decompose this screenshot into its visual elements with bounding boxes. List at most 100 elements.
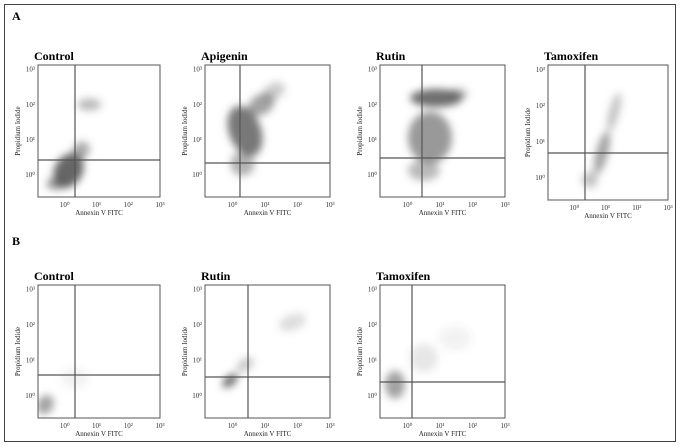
x-tick-label: 10³ bbox=[663, 204, 672, 212]
plot-box bbox=[204, 284, 331, 419]
cell-density bbox=[447, 88, 468, 101]
plot-title: Control bbox=[34, 269, 74, 283]
plot-title: Tamoxifen bbox=[376, 269, 431, 283]
x-tick-label: 10² bbox=[293, 422, 302, 430]
x-axis-label: Annexin V FITC bbox=[75, 209, 123, 217]
dot-plot: Tamoxifen 10⁰ 10¹ 10² 10³ 10⁰ 10¹ 10² 10³ Annexin… bbox=[356, 269, 510, 438]
y-tick-label: 10² bbox=[368, 101, 377, 109]
plot-title: Rutin bbox=[376, 49, 406, 63]
plot-box bbox=[204, 64, 331, 198]
x-tick-label: 10¹ bbox=[601, 204, 610, 212]
panel-label: A bbox=[12, 9, 21, 23]
y-tick-label: 10² bbox=[193, 321, 202, 329]
x-tick-label: 10¹ bbox=[92, 422, 101, 430]
cell-density bbox=[385, 370, 405, 399]
x-tick-label: 10⁰ bbox=[228, 422, 238, 430]
plot-box bbox=[547, 64, 669, 201]
y-axis-label: Propidium Iodide bbox=[181, 327, 189, 376]
cell-density bbox=[439, 326, 471, 351]
y-tick-label: 10³ bbox=[26, 66, 35, 74]
plot-title: Tamoxifen bbox=[544, 49, 599, 63]
cell-density bbox=[46, 177, 67, 190]
x-tick-label: 10⁰ bbox=[60, 201, 70, 209]
cell-density bbox=[606, 92, 622, 132]
dot-plot: Control 10⁰ 10¹ 10² 10³ 10⁰ 10¹ 10² 10³ Annexin V… bbox=[14, 269, 165, 438]
cell-density bbox=[230, 152, 255, 176]
x-tick-label: 10¹ bbox=[435, 201, 444, 209]
plot-title: Control bbox=[34, 49, 74, 63]
y-tick-label: 10¹ bbox=[26, 136, 35, 144]
plot-title: Apigenin bbox=[201, 49, 248, 63]
y-tick-label: 10¹ bbox=[26, 357, 35, 365]
cell-density bbox=[279, 313, 306, 332]
x-tick-label: 10¹ bbox=[92, 201, 101, 209]
y-tick-label: 10³ bbox=[193, 286, 202, 294]
x-axis-label: Annexin V FITC bbox=[75, 430, 123, 438]
cell-density bbox=[77, 98, 102, 111]
y-tick-label: 10¹ bbox=[193, 357, 202, 365]
plot-box bbox=[37, 284, 161, 419]
dot-plot: Apigenin 10⁰ 10¹ 10² 10³ 10⁰ 10¹ 10² 10³ Annexin … bbox=[181, 49, 335, 217]
y-axis-label: Propidium Iodide bbox=[356, 106, 364, 155]
y-axis-label: Propidium Iodide bbox=[356, 327, 364, 376]
dot-plot: Tamoxifen 10⁰ 10¹ 10² 10³ 10⁰ 10¹ 10² 10³ Annexin… bbox=[524, 49, 673, 220]
cell-density bbox=[409, 344, 438, 373]
dot-plot: Rutin 10⁰ 10¹ 10² 10³ 10⁰ 10¹ 10² 10³ Annexin V F… bbox=[181, 269, 335, 438]
y-tick-label: 10⁰ bbox=[367, 392, 377, 400]
x-tick-label: 10³ bbox=[155, 422, 164, 430]
cell-density bbox=[408, 111, 452, 164]
density-cloud bbox=[222, 313, 306, 388]
plot-box bbox=[379, 284, 506, 419]
y-tick-label: 10⁰ bbox=[367, 171, 377, 179]
cell-density bbox=[262, 82, 285, 101]
y-tick-label: 10³ bbox=[536, 66, 545, 74]
x-tick-label: 10⁰ bbox=[228, 201, 238, 209]
density-cloud bbox=[46, 98, 102, 190]
panel-label: B bbox=[12, 234, 20, 248]
x-tick-label: 10² bbox=[632, 204, 641, 212]
y-axis-label: Propidium Iodide bbox=[14, 106, 22, 155]
cell-density bbox=[38, 395, 54, 415]
x-tick-label: 10¹ bbox=[260, 201, 269, 209]
y-tick-label: 10¹ bbox=[193, 136, 202, 144]
x-axis-label: Annexin V FITC bbox=[244, 430, 292, 438]
y-tick-label: 10³ bbox=[368, 286, 377, 294]
x-tick-label: 10² bbox=[124, 422, 133, 430]
y-axis-label: Propidium Iodide bbox=[181, 106, 189, 155]
y-tick-label: 10² bbox=[368, 321, 377, 329]
dot-plot: Control 10⁰ 10¹ 10² 10³ 10⁰ 10¹ 10² 10³ Annexin V… bbox=[14, 49, 165, 217]
y-tick-label: 10⁰ bbox=[535, 174, 545, 182]
y-tick-label: 10² bbox=[536, 102, 545, 110]
cell-density bbox=[236, 356, 254, 373]
x-tick-label: 10³ bbox=[325, 422, 334, 430]
plot-title: Rutin bbox=[201, 269, 231, 283]
x-axis-label: Annexin V FITC bbox=[584, 212, 632, 220]
y-tick-label: 10⁰ bbox=[192, 171, 202, 179]
y-tick-label: 10¹ bbox=[536, 138, 545, 146]
y-tick-label: 10⁰ bbox=[192, 392, 202, 400]
y-tick-label: 10² bbox=[26, 321, 35, 329]
y-axis-label: Propidium Iodide bbox=[524, 108, 532, 157]
x-tick-label: 10² bbox=[468, 201, 477, 209]
y-tick-label: 10² bbox=[193, 101, 202, 109]
plot-box bbox=[37, 64, 161, 198]
density-cloud bbox=[407, 88, 468, 181]
y-tick-label: 10¹ bbox=[368, 136, 377, 144]
density-cloud bbox=[385, 326, 471, 399]
x-tick-label: 10⁰ bbox=[403, 422, 413, 430]
y-tick-label: 10⁰ bbox=[25, 392, 35, 400]
x-axis-label: Annexin V FITC bbox=[244, 209, 292, 217]
x-tick-label: 10² bbox=[124, 201, 133, 209]
frame bbox=[4, 4, 676, 442]
cell-density bbox=[227, 105, 263, 157]
dot-plot: Rutin 10⁰ 10¹ 10² 10³ 10⁰ 10¹ 10² 10³ Annexin V F… bbox=[356, 49, 510, 217]
y-tick-label: 10² bbox=[26, 101, 35, 109]
density-cloud bbox=[227, 82, 285, 176]
y-tick-label: 10³ bbox=[368, 66, 377, 74]
x-axis-label: Annexin V FITC bbox=[419, 430, 467, 438]
cell-density bbox=[71, 141, 90, 161]
plot-box bbox=[379, 64, 506, 198]
x-tick-label: 10³ bbox=[500, 422, 509, 430]
cell-density bbox=[407, 160, 440, 181]
